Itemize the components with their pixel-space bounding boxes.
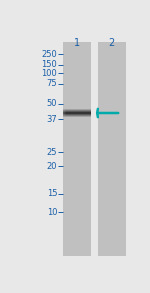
Bar	[98, 42, 126, 256]
Bar	[63, 113, 91, 114]
Bar	[63, 114, 64, 115]
Bar	[64, 111, 65, 112]
Text: 75: 75	[46, 79, 57, 88]
Text: 250: 250	[41, 50, 57, 59]
Bar	[63, 110, 64, 111]
Bar	[65, 111, 66, 112]
Bar	[64, 112, 65, 113]
Bar	[65, 109, 66, 110]
Bar	[63, 115, 64, 116]
Bar	[64, 111, 65, 112]
Bar	[63, 111, 91, 112]
Bar	[63, 112, 91, 113]
Bar	[63, 115, 91, 116]
Bar	[65, 109, 66, 110]
Bar	[64, 116, 65, 117]
Bar	[63, 115, 64, 116]
Bar	[63, 112, 64, 113]
Bar	[63, 115, 91, 116]
Bar	[65, 110, 66, 111]
Bar	[63, 111, 64, 112]
Bar	[65, 113, 66, 114]
Bar	[65, 114, 66, 115]
Bar	[63, 110, 91, 111]
Bar	[65, 113, 66, 114]
Bar	[65, 116, 66, 117]
Bar	[64, 109, 65, 110]
Bar	[65, 110, 66, 111]
Bar	[65, 112, 66, 113]
Bar	[64, 109, 65, 110]
Bar	[63, 109, 64, 110]
Bar	[65, 115, 66, 116]
Bar	[64, 115, 65, 116]
Text: 10: 10	[47, 208, 57, 217]
Bar	[63, 42, 91, 256]
Bar	[64, 113, 65, 114]
Text: 1: 1	[74, 38, 80, 48]
Bar	[63, 109, 91, 110]
Bar	[63, 113, 91, 114]
Bar	[63, 111, 91, 112]
Bar	[63, 114, 64, 115]
Bar	[63, 111, 64, 112]
Text: 15: 15	[47, 189, 57, 198]
Bar	[63, 110, 64, 111]
Bar	[65, 114, 66, 115]
Bar	[63, 110, 91, 111]
Text: 50: 50	[47, 99, 57, 108]
Bar	[64, 113, 65, 114]
Bar	[64, 115, 65, 116]
Bar	[63, 114, 91, 115]
Bar	[64, 114, 65, 115]
Text: 150: 150	[41, 60, 57, 69]
Bar	[65, 115, 66, 116]
Bar	[63, 116, 64, 117]
Bar	[63, 113, 64, 114]
Bar	[65, 111, 66, 112]
Bar	[64, 110, 65, 111]
Bar	[63, 113, 64, 114]
Bar	[63, 112, 91, 113]
Text: 2: 2	[109, 38, 115, 48]
Bar	[63, 114, 91, 115]
Text: 20: 20	[47, 161, 57, 171]
Text: 37: 37	[46, 115, 57, 124]
Bar	[63, 112, 64, 113]
Bar	[63, 116, 91, 117]
Bar	[63, 109, 91, 110]
Bar	[64, 112, 65, 113]
Bar	[65, 112, 66, 113]
Bar	[64, 110, 65, 111]
Bar	[64, 114, 65, 115]
Text: 25: 25	[47, 148, 57, 156]
Text: 100: 100	[41, 69, 57, 78]
Bar	[63, 109, 64, 110]
